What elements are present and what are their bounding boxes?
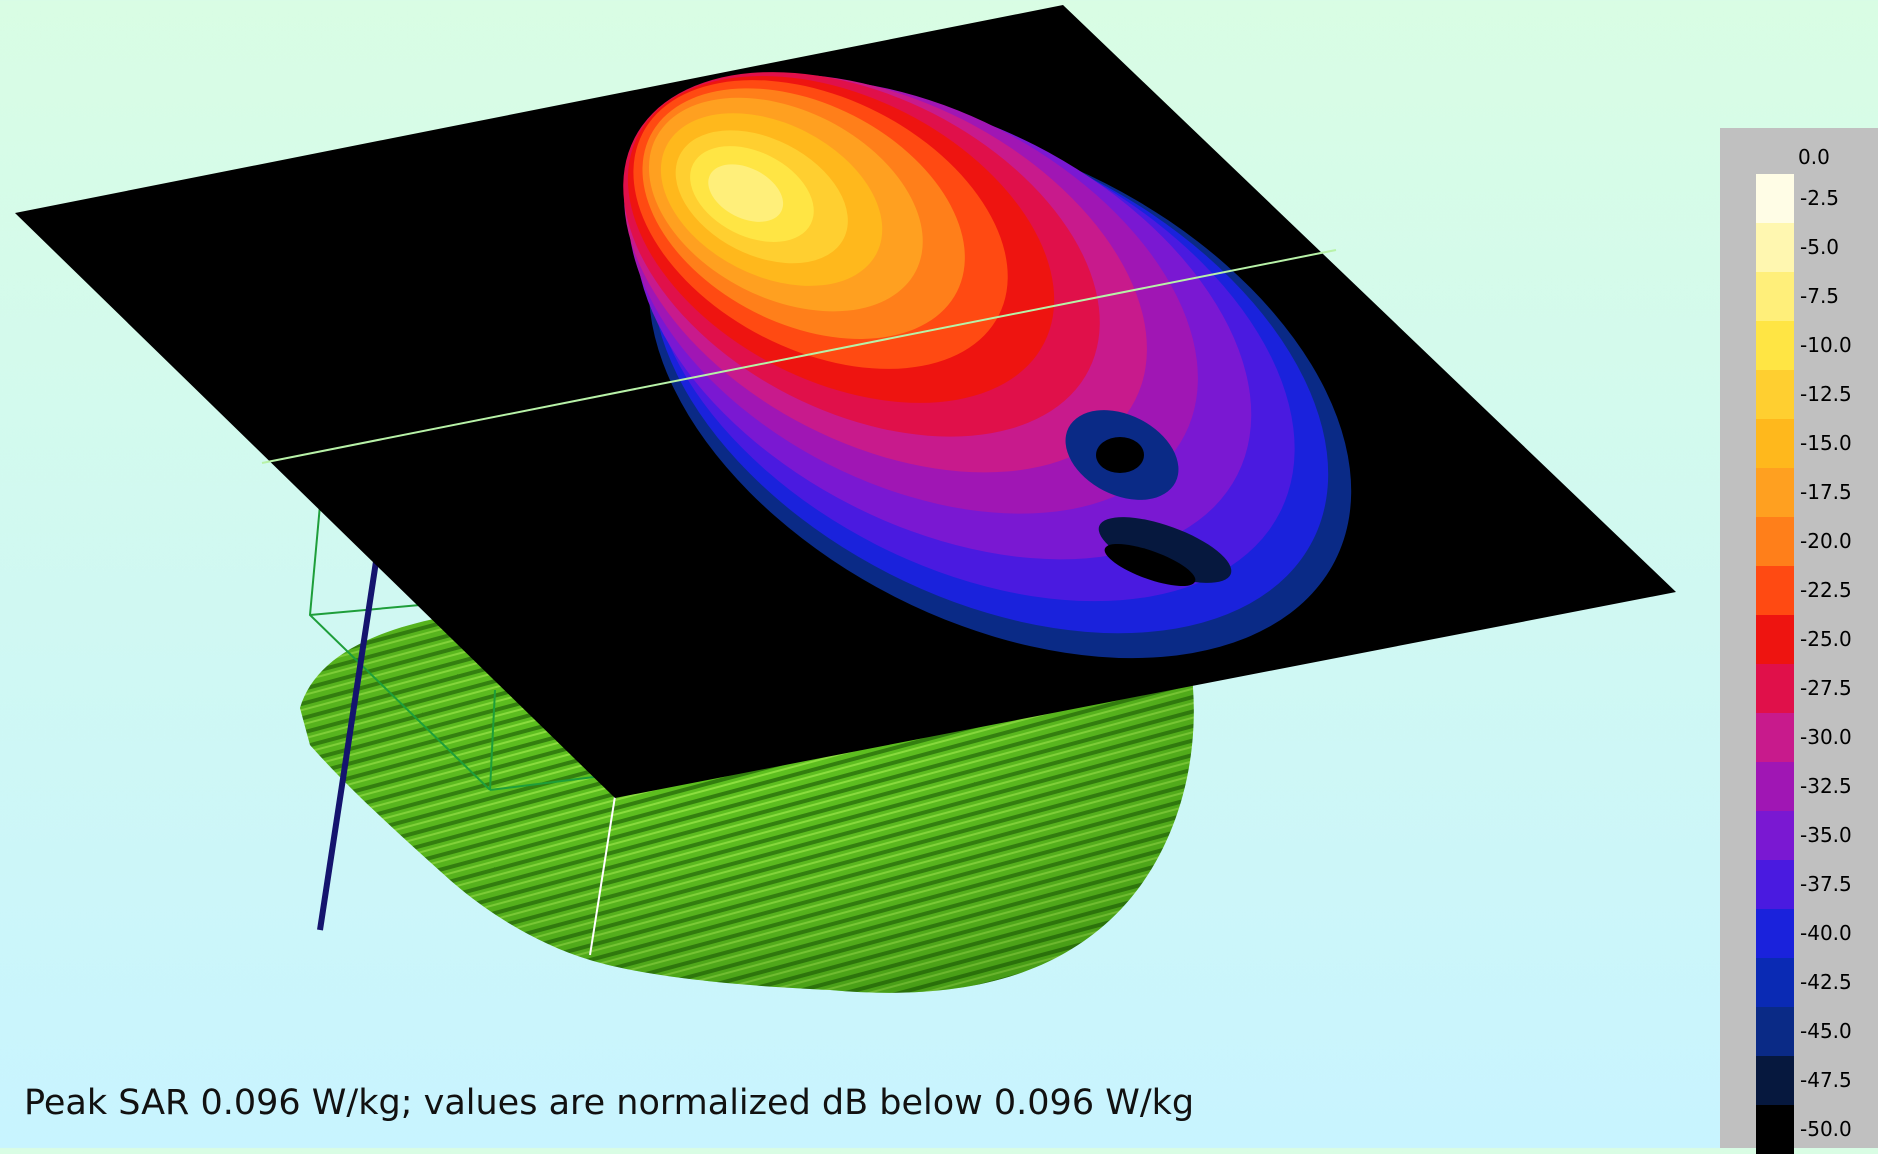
legend-label: -37.5 [1800,872,1852,896]
legend-top-label: 0.0 [1798,145,1830,169]
legend-swatch [1756,909,1794,958]
legend-row: -30.0 [1756,713,1876,762]
caption-text: Peak SAR 0.096 W/kg; values are normaliz… [24,1083,1195,1123]
legend-label: -40.0 [1800,921,1852,945]
legend-swatch [1756,468,1794,517]
legend-swatch [1756,223,1794,272]
reference-line [261,249,1337,464]
legend-label: -47.5 [1800,1068,1852,1092]
legend-label: -15.0 [1800,431,1852,455]
legend-label: -30.0 [1800,725,1852,749]
legend-label: -32.5 [1800,774,1852,798]
legend-swatch [1756,566,1794,615]
legend-swatch [1756,517,1794,566]
legend-row: -7.5 [1756,272,1876,321]
legend-row: -10.0 [1756,321,1876,370]
legend-row: -12.5 [1756,370,1876,419]
color-scale-legend: 0.0 -2.5 -5.0 -7.5 -10.0 -12.5 -15.0 -17.5 -20.… [1720,128,1878,1154]
legend-label: -50.0 [1800,1117,1852,1141]
legend-row: -35.0 [1756,811,1876,860]
legend-row: -37.5 [1756,860,1876,909]
legend-swatch [1756,174,1794,223]
legend-label: -5.0 [1800,235,1840,259]
legend-label: -12.5 [1800,382,1852,406]
legend-swatch [1756,860,1794,909]
legend-row: -22.5 [1756,566,1876,615]
legend-label: -10.0 [1800,333,1852,357]
legend-label: -2.5 [1800,186,1840,210]
low-sar-patches [1065,410,1232,587]
legend-row: -32.5 [1756,762,1876,811]
legend-label: -22.5 [1800,578,1852,602]
legend-swatch [1756,1056,1794,1105]
legend-swatch [1756,321,1794,370]
legend-swatch [1756,1105,1794,1154]
z-axis-line [317,554,380,931]
legend-swatch [1756,615,1794,664]
legend-row: -5.0 [1756,223,1876,272]
legend-row: -20.0 [1756,517,1876,566]
legend-row: -42.5 [1756,958,1876,1007]
legend-label: -35.0 [1800,823,1852,847]
legend-swatch [1756,1007,1794,1056]
legend-label: -20.0 [1800,529,1852,553]
legend-row: -15.0 [1756,419,1876,468]
legend-row: -47.5 [1756,1056,1876,1105]
legend-label: -25.0 [1800,627,1852,651]
probe-white-line [589,789,617,956]
legend-label: -45.0 [1800,1019,1852,1043]
legend-swatch [1756,958,1794,1007]
legend-row: -50.0 [1756,1105,1876,1154]
legend-row: -40.0 [1756,909,1876,958]
legend-swatch [1756,419,1794,468]
legend-swatch [1756,713,1794,762]
legend-swatch [1756,762,1794,811]
legend-label: -7.5 [1800,284,1840,308]
legend-label: -17.5 [1800,480,1852,504]
legend-swatch [1756,664,1794,713]
legend-row: -17.5 [1756,468,1876,517]
legend-row: -27.5 [1756,664,1876,713]
legend-label: -27.5 [1800,676,1852,700]
legend-row: -45.0 [1756,1007,1876,1056]
legend-swatch [1756,811,1794,860]
legend-swatch [1756,370,1794,419]
legend-label: -42.5 [1800,970,1852,994]
legend-row: -2.5 [1756,174,1876,223]
legend-row: -25.0 [1756,615,1876,664]
legend-swatch [1756,272,1794,321]
sar-distribution [623,72,1352,659]
